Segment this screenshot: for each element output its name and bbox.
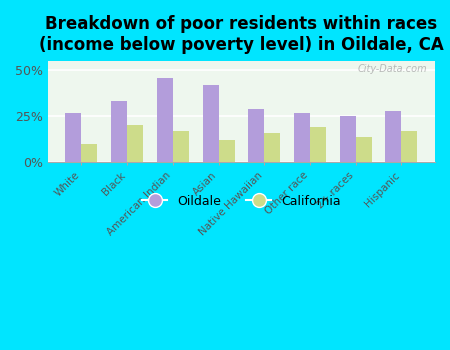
- Bar: [385, 111, 401, 162]
- Title: Breakdown of poor residents within races
(income below poverty level) in Oildale: Breakdown of poor residents within races…: [39, 15, 444, 54]
- Bar: [248, 109, 264, 162]
- Bar: [202, 85, 219, 162]
- Bar: [356, 136, 372, 162]
- Bar: [340, 116, 356, 162]
- Bar: [173, 131, 189, 162]
- Bar: [111, 102, 127, 162]
- Bar: [65, 113, 81, 162]
- Bar: [294, 113, 310, 162]
- Bar: [157, 77, 173, 162]
- Bar: [219, 140, 234, 162]
- Bar: [81, 144, 98, 162]
- Bar: [401, 131, 418, 162]
- Text: City-Data.com: City-Data.com: [358, 64, 427, 74]
- Bar: [264, 133, 280, 162]
- Bar: [127, 125, 143, 162]
- Legend: Oildale, California: Oildale, California: [137, 190, 346, 213]
- Bar: [310, 127, 326, 162]
